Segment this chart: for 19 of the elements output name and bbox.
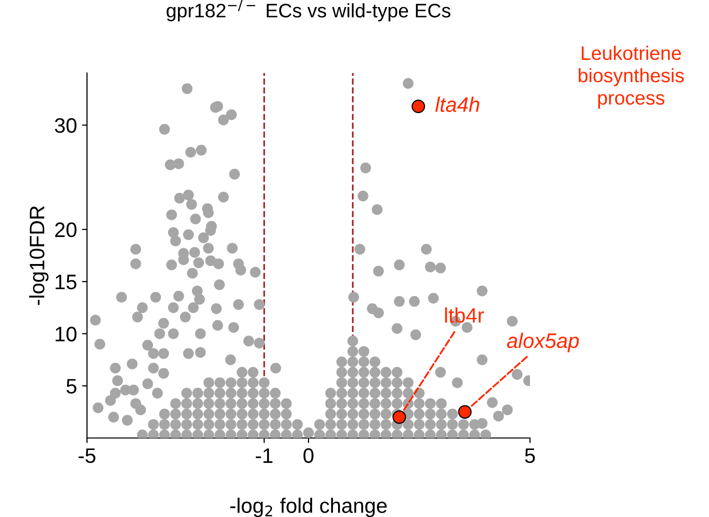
x-tick-label: 5 [525, 448, 535, 464]
x-tick-label: -5 [78, 448, 96, 464]
y-tick-label: 30 [54, 118, 76, 133]
y-tick-label: 10 [56, 326, 76, 342]
point [392, 410, 406, 424]
y-axis-title: -log10FDR [29, 206, 49, 305]
y-tick-label: 20 [55, 222, 76, 238]
annotation: ltb4r [445, 307, 484, 323]
x-axis-title: -log$_{2}$ fold change [230, 498, 387, 517]
y-tick-label: 15 [56, 274, 76, 290]
x-tick-label: -1 [256, 448, 272, 463]
x-tick-label: 0 [304, 448, 314, 464]
chart-title: gpr182$^{−/−}$ ECs vs wild-type ECs [166, 0, 450, 22]
annotation: lta4h [435, 96, 480, 112]
point [412, 100, 426, 114]
annotation: alox5ap [506, 332, 579, 352]
text: Leukotriene biosynthesis process [578, 46, 684, 109]
y-tick-label: 5 [66, 379, 76, 394]
point [458, 405, 472, 419]
